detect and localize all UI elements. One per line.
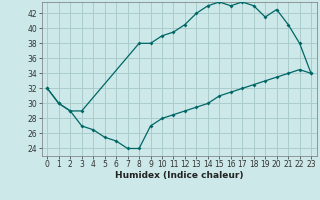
X-axis label: Humidex (Indice chaleur): Humidex (Indice chaleur) (115, 171, 244, 180)
